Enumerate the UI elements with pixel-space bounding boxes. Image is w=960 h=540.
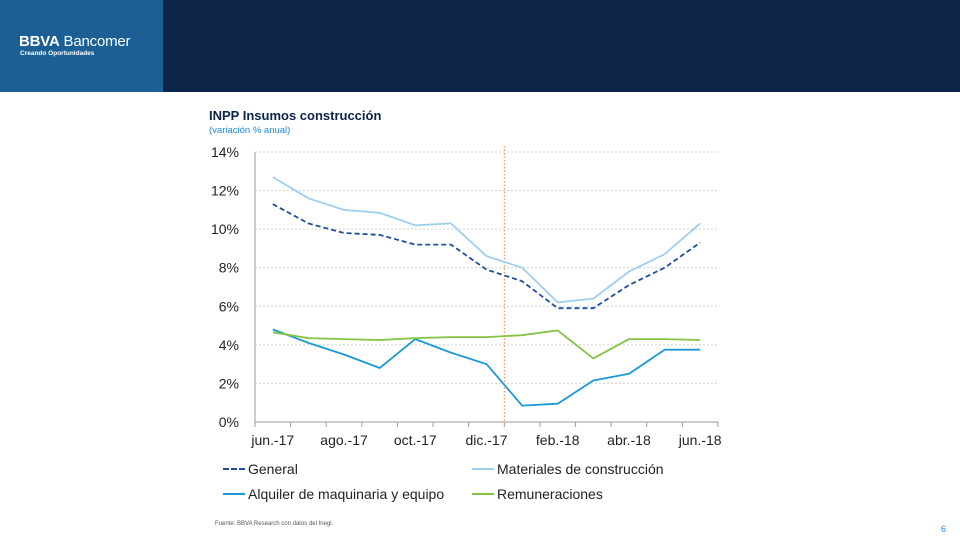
x-tick-label: jun.-17	[250, 432, 294, 448]
y-tick-label: 0%	[219, 414, 239, 430]
y-tick-label: 6%	[219, 298, 239, 314]
x-tick-label: jun.-18	[678, 432, 722, 448]
chart-title: INPP Insumos construcción	[209, 108, 382, 123]
brand-name: BBVA Bancomer	[19, 33, 131, 50]
x-tick-label: abr.-18	[607, 432, 651, 448]
series-line-3	[272, 328, 701, 407]
series-line-4	[272, 329, 701, 360]
brand-logo: BBVA Bancomer Creando Oportunidades	[0, 0, 163, 92]
y-tick-label: 10%	[211, 221, 239, 237]
y-tick-label: 12%	[211, 183, 239, 199]
brand-name-rest: Bancomer	[59, 33, 131, 50]
series-line-2	[272, 176, 701, 304]
source-note: Fuente: BBVA Research con datos del Ineg…	[215, 521, 334, 527]
x-tick-label: feb.-18	[536, 432, 580, 448]
chart-subtitle: (variación % anual)	[209, 125, 291, 136]
x-tick-label: oct.-17	[394, 432, 437, 448]
brand-name-bold: BBVA	[19, 33, 60, 50]
y-tick-label: 2%	[219, 375, 239, 391]
brand-tagline: Creando Oportunidades	[20, 50, 95, 57]
y-tick-label: 8%	[219, 260, 239, 276]
page-number: 6	[940, 524, 946, 534]
y-tick-label: 4%	[219, 337, 239, 353]
y-tick-label: 14%	[211, 144, 239, 160]
x-tick-label: ago.-17	[320, 432, 368, 448]
x-tick-label: dic.-17	[465, 432, 507, 448]
